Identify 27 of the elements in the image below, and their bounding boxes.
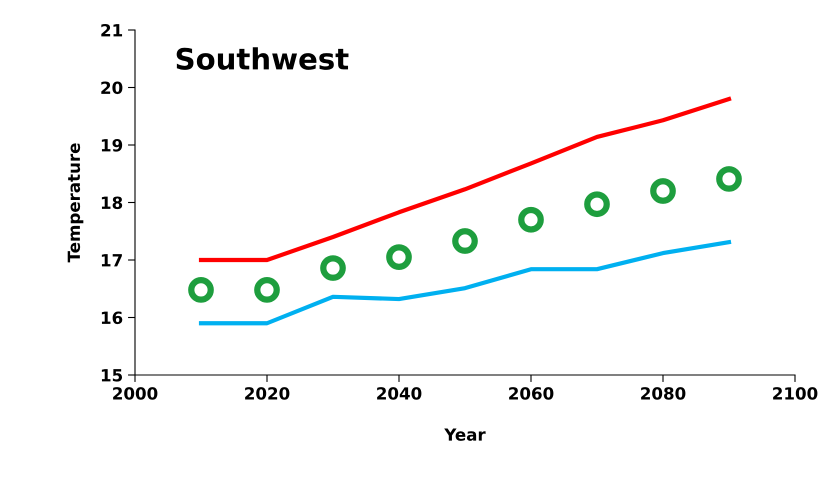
x-axis-title: Year (444, 428, 486, 441)
y-axis-title: Temperature (68, 143, 84, 262)
point (452, 228, 478, 254)
point (716, 166, 742, 192)
x-tick-label: 2000 (113, 387, 158, 400)
point (518, 206, 544, 233)
point (386, 244, 412, 270)
x-tick-label: 2060 (509, 387, 554, 400)
x-tick-label: 2040 (377, 387, 422, 400)
point (650, 178, 676, 204)
chart-title: Southwest (176, 47, 348, 70)
y-tick-label: 18 (102, 196, 122, 210)
y-tick-label: 17 (102, 254, 122, 266)
x-tick-label: 2020 (245, 387, 290, 400)
y-tick-label: 21 (101, 24, 122, 36)
x-tick-label: 2100 (773, 387, 818, 400)
y-tick-label: 20 (101, 81, 122, 94)
y-tick-label: 15 (102, 369, 122, 382)
point (584, 191, 610, 218)
point (254, 277, 280, 303)
line-series (198, 96, 732, 262)
y-tick-label: 19 (102, 138, 122, 152)
line-series (198, 240, 732, 326)
x-tick-label: 2080 (641, 387, 686, 400)
y-tick-label: 16 (102, 311, 122, 324)
point (188, 277, 214, 303)
point (320, 255, 346, 281)
